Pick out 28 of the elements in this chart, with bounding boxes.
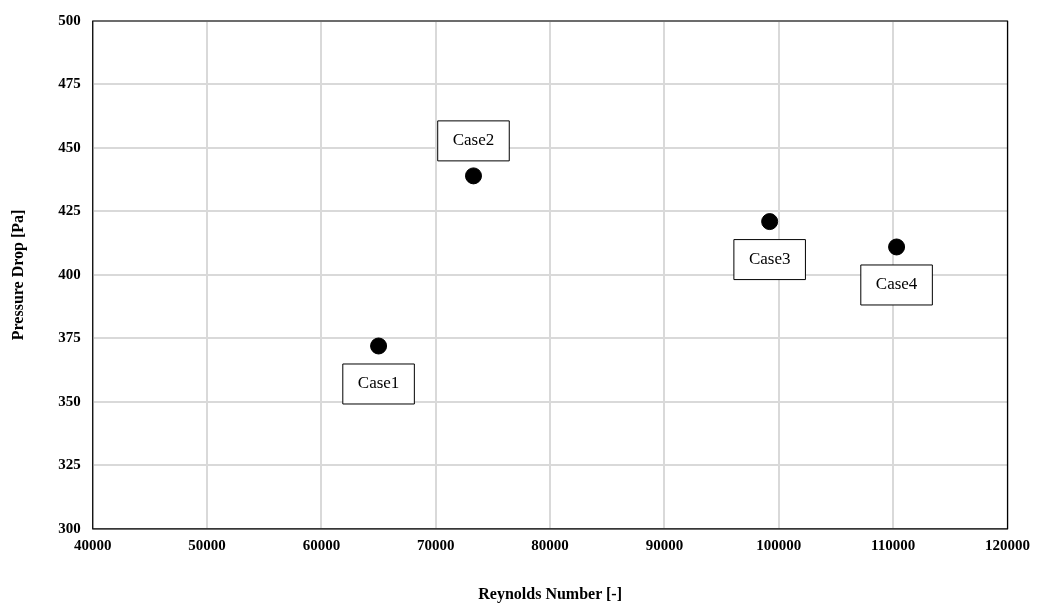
- x-tick-label: 80000: [531, 536, 569, 553]
- x-tick-label: 70000: [417, 536, 455, 553]
- x-tick-label: 110000: [871, 536, 916, 553]
- y-tick-label: 425: [58, 202, 81, 219]
- point: [464, 167, 482, 185]
- point: [761, 213, 779, 231]
- y-axis-title: Pressure Drop [Pa]: [8, 209, 27, 341]
- x-tick-label: 120000: [985, 536, 1030, 553]
- x-tick-label: 40000: [73, 536, 112, 553]
- annotation: Case3: [748, 249, 791, 269]
- y-tick-label: 325: [58, 456, 81, 473]
- y-tick-label: 450: [58, 138, 81, 155]
- annotation: Case2: [452, 130, 495, 150]
- x-tick-label: 60000: [302, 536, 341, 553]
- y-tick-label: 375: [58, 329, 81, 346]
- x-tick-label: 100000: [756, 536, 802, 553]
- x-tick-label: 50000: [188, 536, 226, 553]
- annotation: Case1: [357, 373, 400, 393]
- annotation: Case4: [875, 274, 918, 294]
- y-tick-label: 350: [58, 392, 81, 409]
- point: [888, 238, 906, 256]
- x-tick-label: 90000: [645, 536, 684, 553]
- y-tick-label: 400: [58, 265, 81, 282]
- y-tick-label: 475: [58, 75, 81, 92]
- point: [370, 337, 388, 355]
- y-tick-label: 500: [58, 11, 81, 28]
- y-tick-label: 300: [58, 519, 81, 536]
- x-axis-title: Reynolds Number [-]: [478, 584, 622, 603]
